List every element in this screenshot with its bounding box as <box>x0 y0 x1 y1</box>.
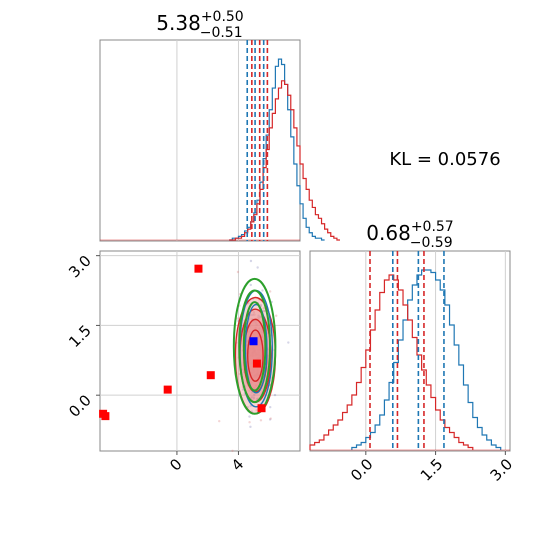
joint-sample-point <box>252 396 256 399</box>
x-title-median: 5.38 <box>156 11 201 35</box>
joint-sample-point <box>249 259 253 263</box>
x-marginal-quantiles <box>246 40 269 241</box>
joint-sample-point <box>253 393 256 397</box>
x-marginal-panel: 5.38+0.50 −0.51 <box>99 9 340 242</box>
joint-sample-point <box>255 397 259 401</box>
joint-sample-point <box>259 419 263 422</box>
joint-x-tick-label: 0 <box>166 455 185 474</box>
joint-contour-level <box>238 289 272 404</box>
joint-sample-point <box>248 389 251 392</box>
joint-sample-point <box>259 303 263 307</box>
joint-sample-point <box>250 391 254 394</box>
truth-marker <box>249 337 258 346</box>
x-title-minus: −0.51 <box>200 25 243 41</box>
joint-sample-point <box>252 311 256 314</box>
joint-sample-point <box>255 409 258 412</box>
joint-sample-point <box>256 316 260 319</box>
y-marginal-histograms <box>309 269 510 451</box>
y-title-minus: −0.59 <box>410 235 453 251</box>
joint-sample-point <box>269 417 272 420</box>
reference-marker <box>163 385 172 394</box>
x-title-plus: +0.50 <box>201 9 244 25</box>
joint-sample-point <box>258 315 262 319</box>
y-marginal-x-tick-label: 0.0 <box>347 455 377 485</box>
x-marginal-frame <box>99 39 301 242</box>
joint-sample-point <box>252 397 255 400</box>
joint-y-tick-label: 3.0 <box>65 252 95 282</box>
joint-sample-point <box>249 396 253 400</box>
joint-sample-point <box>231 449 234 453</box>
joint-sample-point <box>268 418 272 421</box>
x-marginal-histogram <box>229 80 340 241</box>
joint-sample-point <box>262 307 265 310</box>
y-marginal-histogram <box>351 269 502 450</box>
joint-sample-point <box>253 313 256 316</box>
joint-sample-point <box>257 317 261 320</box>
joint-sample-point <box>248 421 251 424</box>
y-marginal-x-ticks: 0.0 1.5 3.0 <box>347 451 516 485</box>
y-marginal-frame <box>309 250 511 452</box>
joint-y-ticks: 0.0 1.5 3.0 <box>65 252 100 421</box>
joint-sample-point <box>257 314 260 317</box>
joint-sample-point <box>248 415 251 418</box>
joint-contour-level <box>242 301 267 392</box>
reference-marker <box>252 359 261 368</box>
reference-marker <box>257 404 266 413</box>
joint-contour-level <box>232 277 277 415</box>
joint-sample-point <box>249 283 252 287</box>
x-marginal-title: 5.38+0.50 −0.51 <box>156 9 243 41</box>
joint-sample-point <box>275 314 278 317</box>
y-marginal-x-tick-label: 3.0 <box>487 455 517 485</box>
y-marginal-title: 0.68+0.57 −0.59 <box>366 219 453 251</box>
y-title-plus: +0.57 <box>411 219 454 235</box>
y-marginal-histogram <box>309 274 474 450</box>
joint-sample-point <box>251 313 254 317</box>
joint-sample-point <box>262 309 265 313</box>
reference-marker <box>206 371 215 380</box>
joint-sample-point <box>273 393 277 397</box>
reference-marker <box>101 412 110 421</box>
joint-sample-point <box>261 289 264 292</box>
joint-contour-level <box>244 303 268 394</box>
joint-sample-point <box>287 341 290 344</box>
joint-sample-point <box>251 395 254 399</box>
joint-x-tick-label: 4 <box>228 455 247 474</box>
joint-sample-point <box>253 393 256 396</box>
y-marginal-panel: 0.0 1.5 3.0 0.68+0.57 −0.59 <box>309 219 516 485</box>
joint-sample-point <box>236 270 240 274</box>
x-marginal-grid <box>176 40 239 241</box>
y-marginal-quantiles <box>369 251 445 451</box>
y-title-median: 0.68 <box>366 221 411 245</box>
joint-y-tick-label: 1.5 <box>65 322 95 352</box>
joint-sample-point <box>268 290 272 293</box>
kl-annotation: KL = 0.0576 <box>389 149 500 170</box>
joint-sample-point <box>218 419 221 423</box>
joint-markers <box>99 264 266 421</box>
joint-contours <box>232 277 277 415</box>
joint-sample-point <box>249 425 252 429</box>
y-marginal-x-tick-label: 1.5 <box>417 455 447 485</box>
joint-sample-point <box>269 405 272 409</box>
joint-y-tick-label: 0.0 <box>65 391 95 421</box>
joint-sample-point <box>236 317 239 320</box>
joint-sample-point <box>256 266 259 269</box>
reference-marker <box>194 264 203 273</box>
